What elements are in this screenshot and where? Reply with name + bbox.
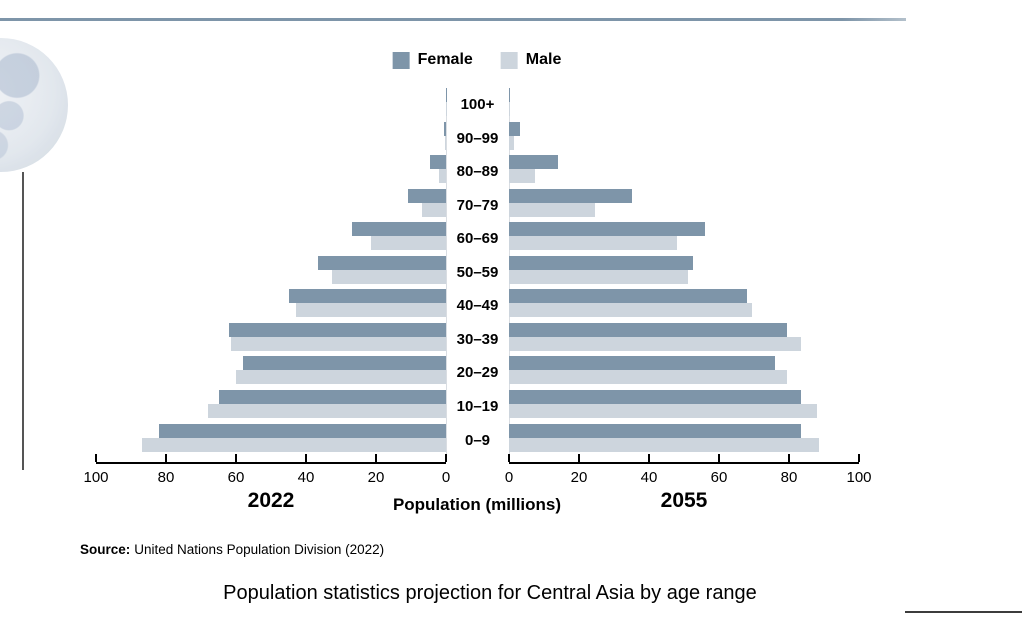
axis-tick-label: 40 [640, 469, 658, 486]
bar-2022-female [430, 155, 446, 170]
bar-2022-male [439, 169, 446, 184]
top-rule [0, 18, 906, 21]
axis-tick-label: 20 [367, 469, 385, 486]
bar-2055-female [509, 188, 632, 203]
source-text: United Nations Population Division (2022… [134, 542, 385, 557]
left-vertical-rule [22, 172, 24, 470]
bar-2022-male [332, 269, 446, 284]
bar-2022-male [444, 135, 446, 150]
bar-2022-male [208, 403, 446, 418]
axis-tick-label: 100 [846, 469, 872, 486]
bar-2055-male [509, 135, 515, 150]
bar-2055-female [509, 155, 558, 170]
bar-2022-male [141, 437, 446, 452]
axis-tick [648, 454, 650, 462]
bar-2055-female [509, 121, 520, 136]
source-note: Source: United Nations Population Divisio… [80, 542, 384, 557]
bar-2022-male [230, 336, 446, 351]
age-group-label: 40–49 [456, 297, 499, 315]
bar-2055-female [509, 255, 693, 270]
age-group-label: 100+ [460, 96, 495, 113]
bar-2055-female [509, 289, 747, 304]
bar-2022-male [421, 202, 446, 217]
axis-tick-label: 0 [441, 469, 451, 486]
age-group-label: 80–89 [456, 163, 499, 181]
axis-tick [305, 454, 307, 462]
age-group-label: 0–9 [464, 431, 491, 449]
bar-2055-female [509, 88, 511, 102]
bar-2022-female [243, 356, 446, 371]
axis-tick [375, 454, 377, 462]
x-axis-line-left [96, 462, 446, 464]
axis-tick [858, 454, 860, 462]
bar-2022-female [407, 188, 446, 203]
bar-2022-female [318, 255, 446, 270]
age-group-label: 20–29 [456, 364, 499, 382]
bar-2055-male [509, 437, 819, 452]
axis-tick-label: 60 [227, 469, 245, 486]
bar-2055-male [509, 269, 688, 284]
bar-2055-female [509, 322, 788, 337]
axis-tick [508, 454, 510, 462]
axis-tick-label: 80 [157, 469, 175, 486]
bar-2055-male [509, 370, 788, 385]
bar-2022-female [218, 389, 446, 404]
male-legend-swatch [500, 51, 518, 69]
bar-2022-female [443, 121, 446, 136]
axis-tick [95, 454, 97, 462]
age-group-label: 70–79 [456, 196, 499, 214]
chart-title: Population statistics projection for Cen… [223, 582, 757, 604]
male-legend-label: Male [525, 51, 562, 68]
bar-2022-female [159, 423, 446, 438]
bar-2055-female [509, 222, 705, 237]
axis-tick-label: 80 [780, 469, 798, 486]
age-group-label: 60–69 [456, 230, 499, 248]
age-group-label: 90–99 [456, 129, 499, 147]
bar-2055-male [509, 403, 817, 418]
source-prefix: Source: [80, 542, 131, 557]
bar-2055-male [509, 336, 802, 351]
zero-gridline-left [446, 88, 447, 457]
axis-tick-label: 100 [83, 469, 109, 486]
axis-tick [165, 454, 167, 462]
age-group-label: 50–59 [456, 263, 499, 281]
female-legend-label: Female [417, 51, 473, 68]
bar-2055-male [509, 303, 753, 318]
axis-tick [578, 454, 580, 462]
right-panel-year-label: 2055 [660, 489, 708, 512]
axis-tick-label: 60 [710, 469, 728, 486]
axis-tick [718, 454, 720, 462]
bar-2022-female [351, 222, 446, 237]
bottom-right-rule [905, 611, 1022, 613]
bar-2022-female [288, 289, 446, 304]
chart-legend: Female Male [392, 51, 562, 69]
bar-2022-female [229, 322, 446, 337]
x-axis-title: Population (millions) [392, 495, 562, 514]
bar-2022-male [370, 236, 446, 251]
bar-2055-male [509, 202, 595, 217]
axis-tick-label: 0 [504, 469, 514, 486]
axis-tick [445, 454, 447, 462]
axis-tick [235, 454, 237, 462]
axis-tick-label: 20 [570, 469, 588, 486]
left-panel-year-label: 2022 [247, 489, 295, 512]
bar-2055-female [509, 423, 802, 438]
age-group-label: 30–39 [456, 330, 499, 348]
axis-tick-label: 40 [297, 469, 315, 486]
bar-2055-female [509, 356, 775, 371]
axis-tick [788, 454, 790, 462]
bar-2055-female [509, 389, 802, 404]
bar-2022-male [295, 303, 446, 318]
bar-2055-male [509, 169, 536, 184]
age-group-label: 10–19 [456, 397, 499, 415]
bar-2022-male [236, 370, 446, 385]
bar-2055-male [509, 236, 677, 251]
female-legend-swatch [392, 51, 410, 69]
x-axis-line-right [509, 462, 859, 464]
